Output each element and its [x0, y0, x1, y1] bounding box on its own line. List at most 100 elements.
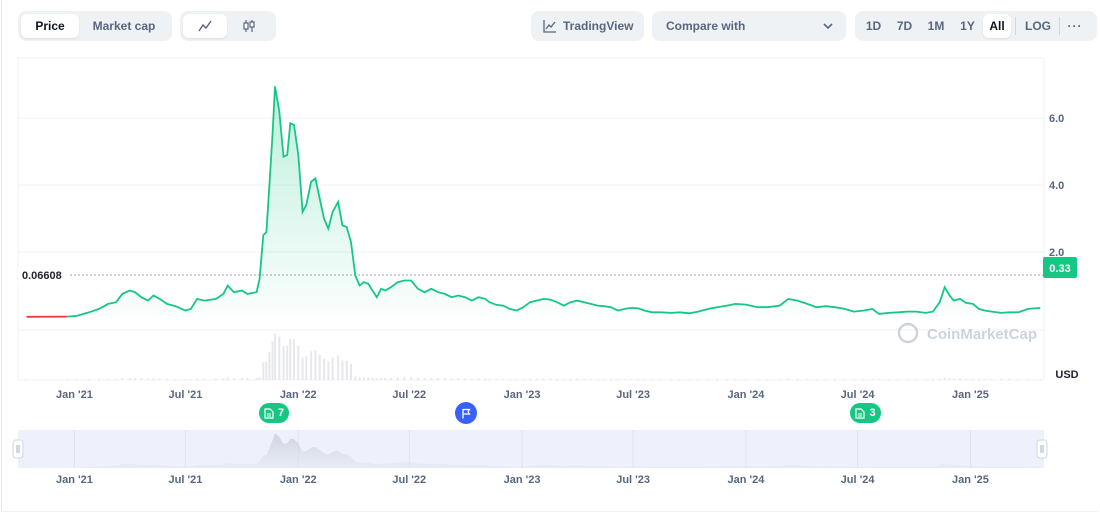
compare-dropdown[interactable]: Compare with [652, 11, 846, 41]
volume-bar [323, 359, 326, 380]
volume-bar [331, 357, 334, 380]
range-divider-2 [1059, 17, 1060, 35]
volume-bar [806, 378, 809, 380]
x-tick-label: Jul '22 [392, 389, 426, 401]
line-chart-button[interactable] [183, 14, 227, 38]
volume-bar [707, 379, 710, 380]
volume-bar [107, 378, 110, 380]
navigator-right-handle[interactable] [1036, 439, 1048, 459]
volume-bar [488, 378, 491, 380]
volume-bar [273, 334, 276, 380]
range-1y-button[interactable]: 1Y [960, 19, 975, 33]
range-all-button[interactable]: All [983, 14, 1011, 38]
volume-bar [716, 379, 719, 380]
navigator-x-tick-label: Jul '24 [841, 474, 876, 486]
tradingview-label: TradingView [563, 19, 634, 33]
volume-bar [843, 379, 846, 380]
volume-bar [871, 379, 874, 380]
volume-bar [508, 379, 511, 380]
news-marker-7[interactable]: 7 [259, 403, 289, 423]
document-icon [855, 407, 866, 419]
x-tick-label: Jan '23 [504, 389, 541, 401]
volume-bar [477, 378, 480, 380]
price-area [67, 86, 1041, 317]
volume-bar [337, 355, 340, 380]
volume-bar [278, 336, 281, 380]
navigator-left-handle[interactable] [12, 439, 24, 459]
news-marker-3[interactable]: 3 [850, 403, 881, 423]
price-tab[interactable]: Price [21, 14, 79, 38]
volume-bar [596, 379, 599, 380]
volume-bar [484, 378, 487, 380]
volume-bar [286, 345, 289, 380]
volume-bars [25, 334, 1042, 380]
x-tick-label: Jul '21 [169, 389, 203, 401]
volume-bar [562, 379, 565, 380]
start-price-label: 0.06608 [22, 270, 62, 282]
volume-bar [965, 378, 968, 380]
line-chart-icon [198, 20, 212, 32]
volume-bar [502, 379, 505, 380]
volume-bar [688, 379, 691, 380]
chevron-down-icon [823, 23, 833, 30]
volume-bar [796, 378, 799, 380]
tradingview-button[interactable]: TradingView [531, 11, 644, 41]
volume-bar [318, 354, 321, 380]
navigator[interactable] [12, 430, 1048, 468]
candlestick-chart-button[interactable] [227, 14, 271, 38]
volume-bar [389, 377, 392, 380]
x-tick-label: Jul '24 [841, 389, 876, 401]
volume-bar [878, 379, 881, 380]
market-cap-tab[interactable]: Market cap [92, 19, 156, 33]
volume-bar [258, 377, 261, 380]
volume-bar [240, 377, 243, 380]
volume-bar [215, 378, 218, 380]
log-scale-button[interactable]: LOG [1025, 19, 1051, 33]
range-selector: 1D 7D 1M 1Y All LOG ··· [855, 11, 1097, 41]
x-tick-label: Jan '25 [952, 389, 989, 401]
volume-bar [354, 376, 357, 380]
volume-bar [603, 379, 606, 380]
volume-bar [651, 379, 654, 380]
volume-bar [443, 378, 446, 380]
volume-bar [246, 378, 249, 380]
volume-bar [862, 379, 865, 380]
volume-bar [938, 378, 941, 380]
volume-bar [262, 362, 265, 380]
volume-bar [1008, 379, 1011, 380]
navigator-window[interactable] [18, 430, 1044, 468]
volume-bar [305, 356, 308, 380]
volume-bar [457, 378, 460, 380]
volume-bar [367, 377, 370, 380]
event-flag-marker[interactable] [455, 402, 477, 424]
volume-bar [430, 377, 433, 380]
volume-bar [410, 377, 413, 380]
range-1d-button[interactable]: 1D [865, 19, 882, 33]
current-price-tag: 0.33 [1043, 257, 1077, 278]
compare-label: Compare with [666, 19, 746, 33]
volume-bar [948, 378, 951, 380]
volume-bar [350, 363, 353, 380]
volume-bar [556, 378, 559, 380]
volume-bar [362, 377, 365, 380]
volume-bar [255, 378, 258, 380]
volume-bar [380, 377, 383, 380]
volume-bar [529, 378, 532, 380]
start-price-label-bg [18, 267, 70, 284]
volume-bar [184, 379, 187, 380]
volume-bar [88, 379, 91, 380]
volume-bar [97, 379, 100, 380]
range-7d-button[interactable]: 7D [896, 19, 913, 33]
volume-bar [787, 378, 790, 380]
range-1m-button[interactable]: 1M [927, 19, 945, 33]
volume-bar [140, 378, 143, 380]
volume-bar [134, 378, 137, 380]
volume-bar [616, 379, 619, 380]
volume-bar [549, 378, 552, 380]
volume-bar [345, 360, 348, 380]
volume-bar [292, 339, 295, 380]
volume-bar [232, 378, 235, 380]
more-options-button[interactable]: ··· [1067, 19, 1083, 33]
navigator-x-tick-label: Jan '24 [728, 474, 766, 486]
